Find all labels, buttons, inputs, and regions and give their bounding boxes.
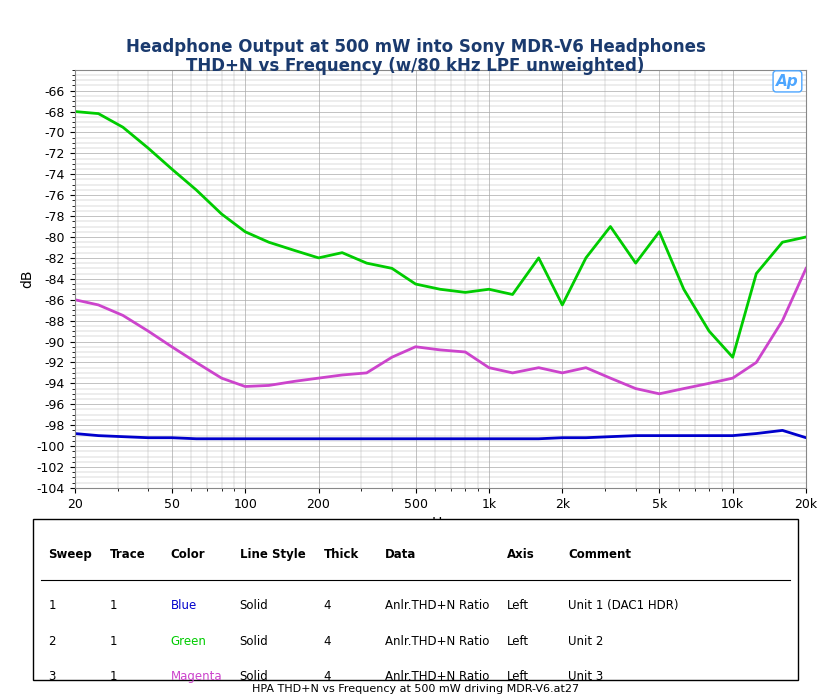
Text: Solid: Solid [239,599,268,613]
Text: 3: 3 [48,670,56,683]
Text: Blue: Blue [171,599,197,613]
Text: 4: 4 [324,599,332,613]
Text: Headphone Output at 500 mW into Sony MDR-V6 Headphones: Headphone Output at 500 mW into Sony MDR… [125,38,706,56]
Text: Color: Color [171,548,205,561]
Text: 4: 4 [324,635,332,648]
Text: 1: 1 [48,599,56,613]
Text: Anlr.THD+N Ratio: Anlr.THD+N Ratio [385,670,489,683]
Text: Line Style: Line Style [239,548,306,561]
Text: Left: Left [507,635,529,648]
Text: THD+N vs Frequency (w/80 kHz LPF unweighted): THD+N vs Frequency (w/80 kHz LPF unweigh… [186,57,645,75]
Text: 2: 2 [48,635,56,648]
Text: Magenta: Magenta [171,670,223,683]
Text: Solid: Solid [239,635,268,648]
Text: 1: 1 [110,670,117,683]
Text: HPA THD+N vs Frequency at 500 mW driving MDR-V6.at27: HPA THD+N vs Frequency at 500 mW driving… [252,684,579,694]
Text: Anlr.THD+N Ratio: Anlr.THD+N Ratio [385,635,489,648]
Text: Left: Left [507,670,529,683]
Text: Unit 3: Unit 3 [568,670,603,683]
Text: Data: Data [385,548,416,561]
Text: 1: 1 [110,599,117,613]
Text: Green: Green [171,635,207,648]
Text: Comment: Comment [568,548,632,561]
X-axis label: Hz: Hz [431,516,450,530]
Text: Unit 1 (DAC1 HDR): Unit 1 (DAC1 HDR) [568,599,679,613]
Text: Axis: Axis [507,548,535,561]
Text: Anlr.THD+N Ratio: Anlr.THD+N Ratio [385,599,489,613]
Text: Sweep: Sweep [48,548,92,561]
Text: Left: Left [507,599,529,613]
Text: 4: 4 [324,670,332,683]
Y-axis label: dB: dB [20,270,34,288]
Text: 1: 1 [110,635,117,648]
Text: Unit 2: Unit 2 [568,635,604,648]
Text: Trace: Trace [110,548,145,561]
Text: Thick: Thick [324,548,359,561]
Text: Solid: Solid [239,670,268,683]
Text: Ap: Ap [776,74,799,89]
